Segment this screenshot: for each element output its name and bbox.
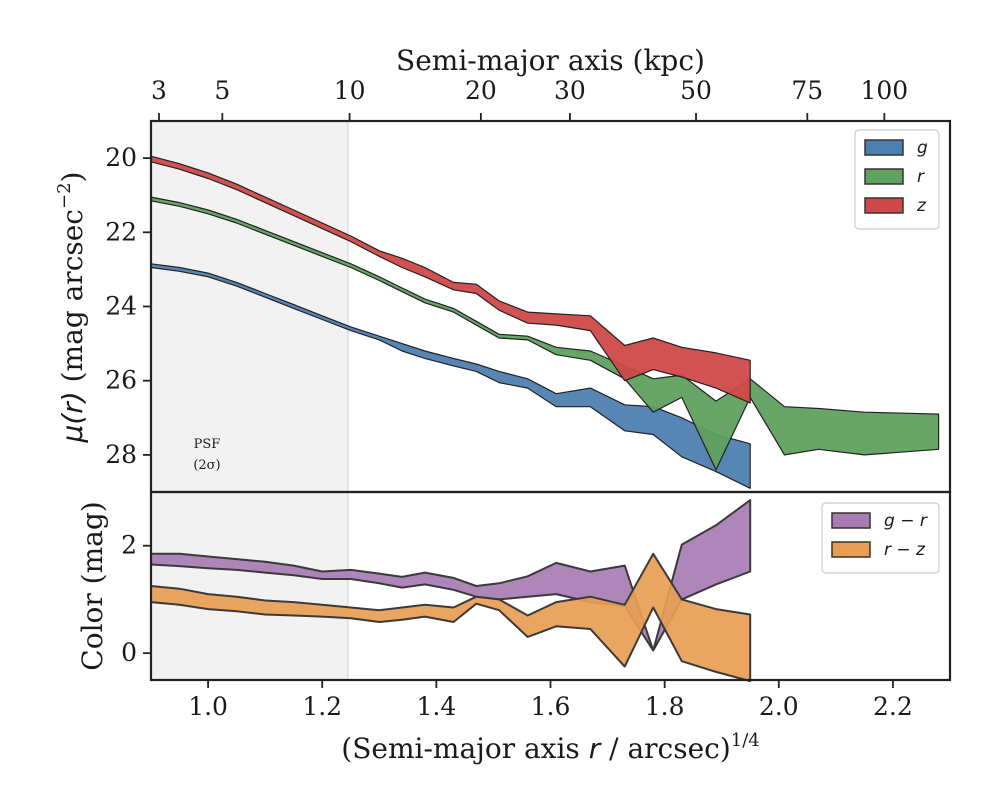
y-tick-label: 22 bbox=[105, 217, 137, 246]
color-y-tick-label: 2 bbox=[121, 531, 137, 560]
legend-colors-swatch bbox=[831, 512, 871, 529]
y-axis-title: μ(r) (mag arcsec−2) bbox=[54, 172, 89, 444]
y-tick-label: 26 bbox=[105, 366, 137, 395]
legend-bands-label: r bbox=[917, 167, 925, 187]
x-tick-label: 1.4 bbox=[416, 692, 456, 721]
top-tick-label: 100 bbox=[861, 76, 909, 105]
top-axis-title: Semi-major axis (kpc) bbox=[396, 44, 705, 77]
legend-colors-swatch bbox=[831, 541, 871, 558]
legend-bands-swatch bbox=[864, 197, 904, 214]
series-band-sb-1 bbox=[150, 196, 940, 471]
series-band-sb-2 bbox=[150, 155, 751, 404]
x-tick-label: 1.2 bbox=[302, 692, 342, 721]
y-tick-label: 24 bbox=[105, 292, 137, 321]
top-tick-label: 30 bbox=[554, 76, 586, 105]
legend-colors-label: g − r bbox=[884, 511, 928, 531]
y-tick-label: 28 bbox=[105, 440, 137, 469]
series-band-sb-0 bbox=[150, 263, 751, 489]
x-tick-label: 2.2 bbox=[873, 692, 913, 721]
top-tick-label: 10 bbox=[334, 76, 366, 105]
top-tick-label: 75 bbox=[791, 76, 823, 105]
top-tick-label: 3 bbox=[151, 76, 167, 105]
top-tick-label: 50 bbox=[680, 76, 712, 105]
top-tick-label: 5 bbox=[214, 76, 230, 105]
color-y-axis-title: Color (mag) bbox=[76, 501, 109, 670]
legend-bands-label: g bbox=[917, 138, 928, 158]
x-tick-label: 2.0 bbox=[759, 692, 799, 721]
series-band-col-0 bbox=[150, 499, 752, 652]
x-tick-label: 1.0 bbox=[188, 692, 228, 721]
legend-colors-label: r − z bbox=[884, 540, 926, 560]
x-axis-title: (Semi-major axis r / arcsec)1/4 bbox=[341, 730, 759, 765]
legend-bands-label: z bbox=[916, 196, 927, 216]
top-tick-label: 20 bbox=[465, 76, 497, 105]
legend-bands-swatch bbox=[864, 168, 904, 185]
x-tick-label: 1.8 bbox=[645, 692, 685, 721]
psf-shaded-region bbox=[151, 121, 348, 680]
x-tick-label: 1.6 bbox=[531, 692, 571, 721]
color-y-tick-label: 0 bbox=[121, 638, 137, 667]
psf-sublabel: (2σ) bbox=[193, 458, 220, 473]
psf-label: PSF bbox=[194, 437, 221, 452]
legend-bands-swatch bbox=[864, 139, 904, 156]
y-tick-label: 20 bbox=[105, 143, 137, 172]
